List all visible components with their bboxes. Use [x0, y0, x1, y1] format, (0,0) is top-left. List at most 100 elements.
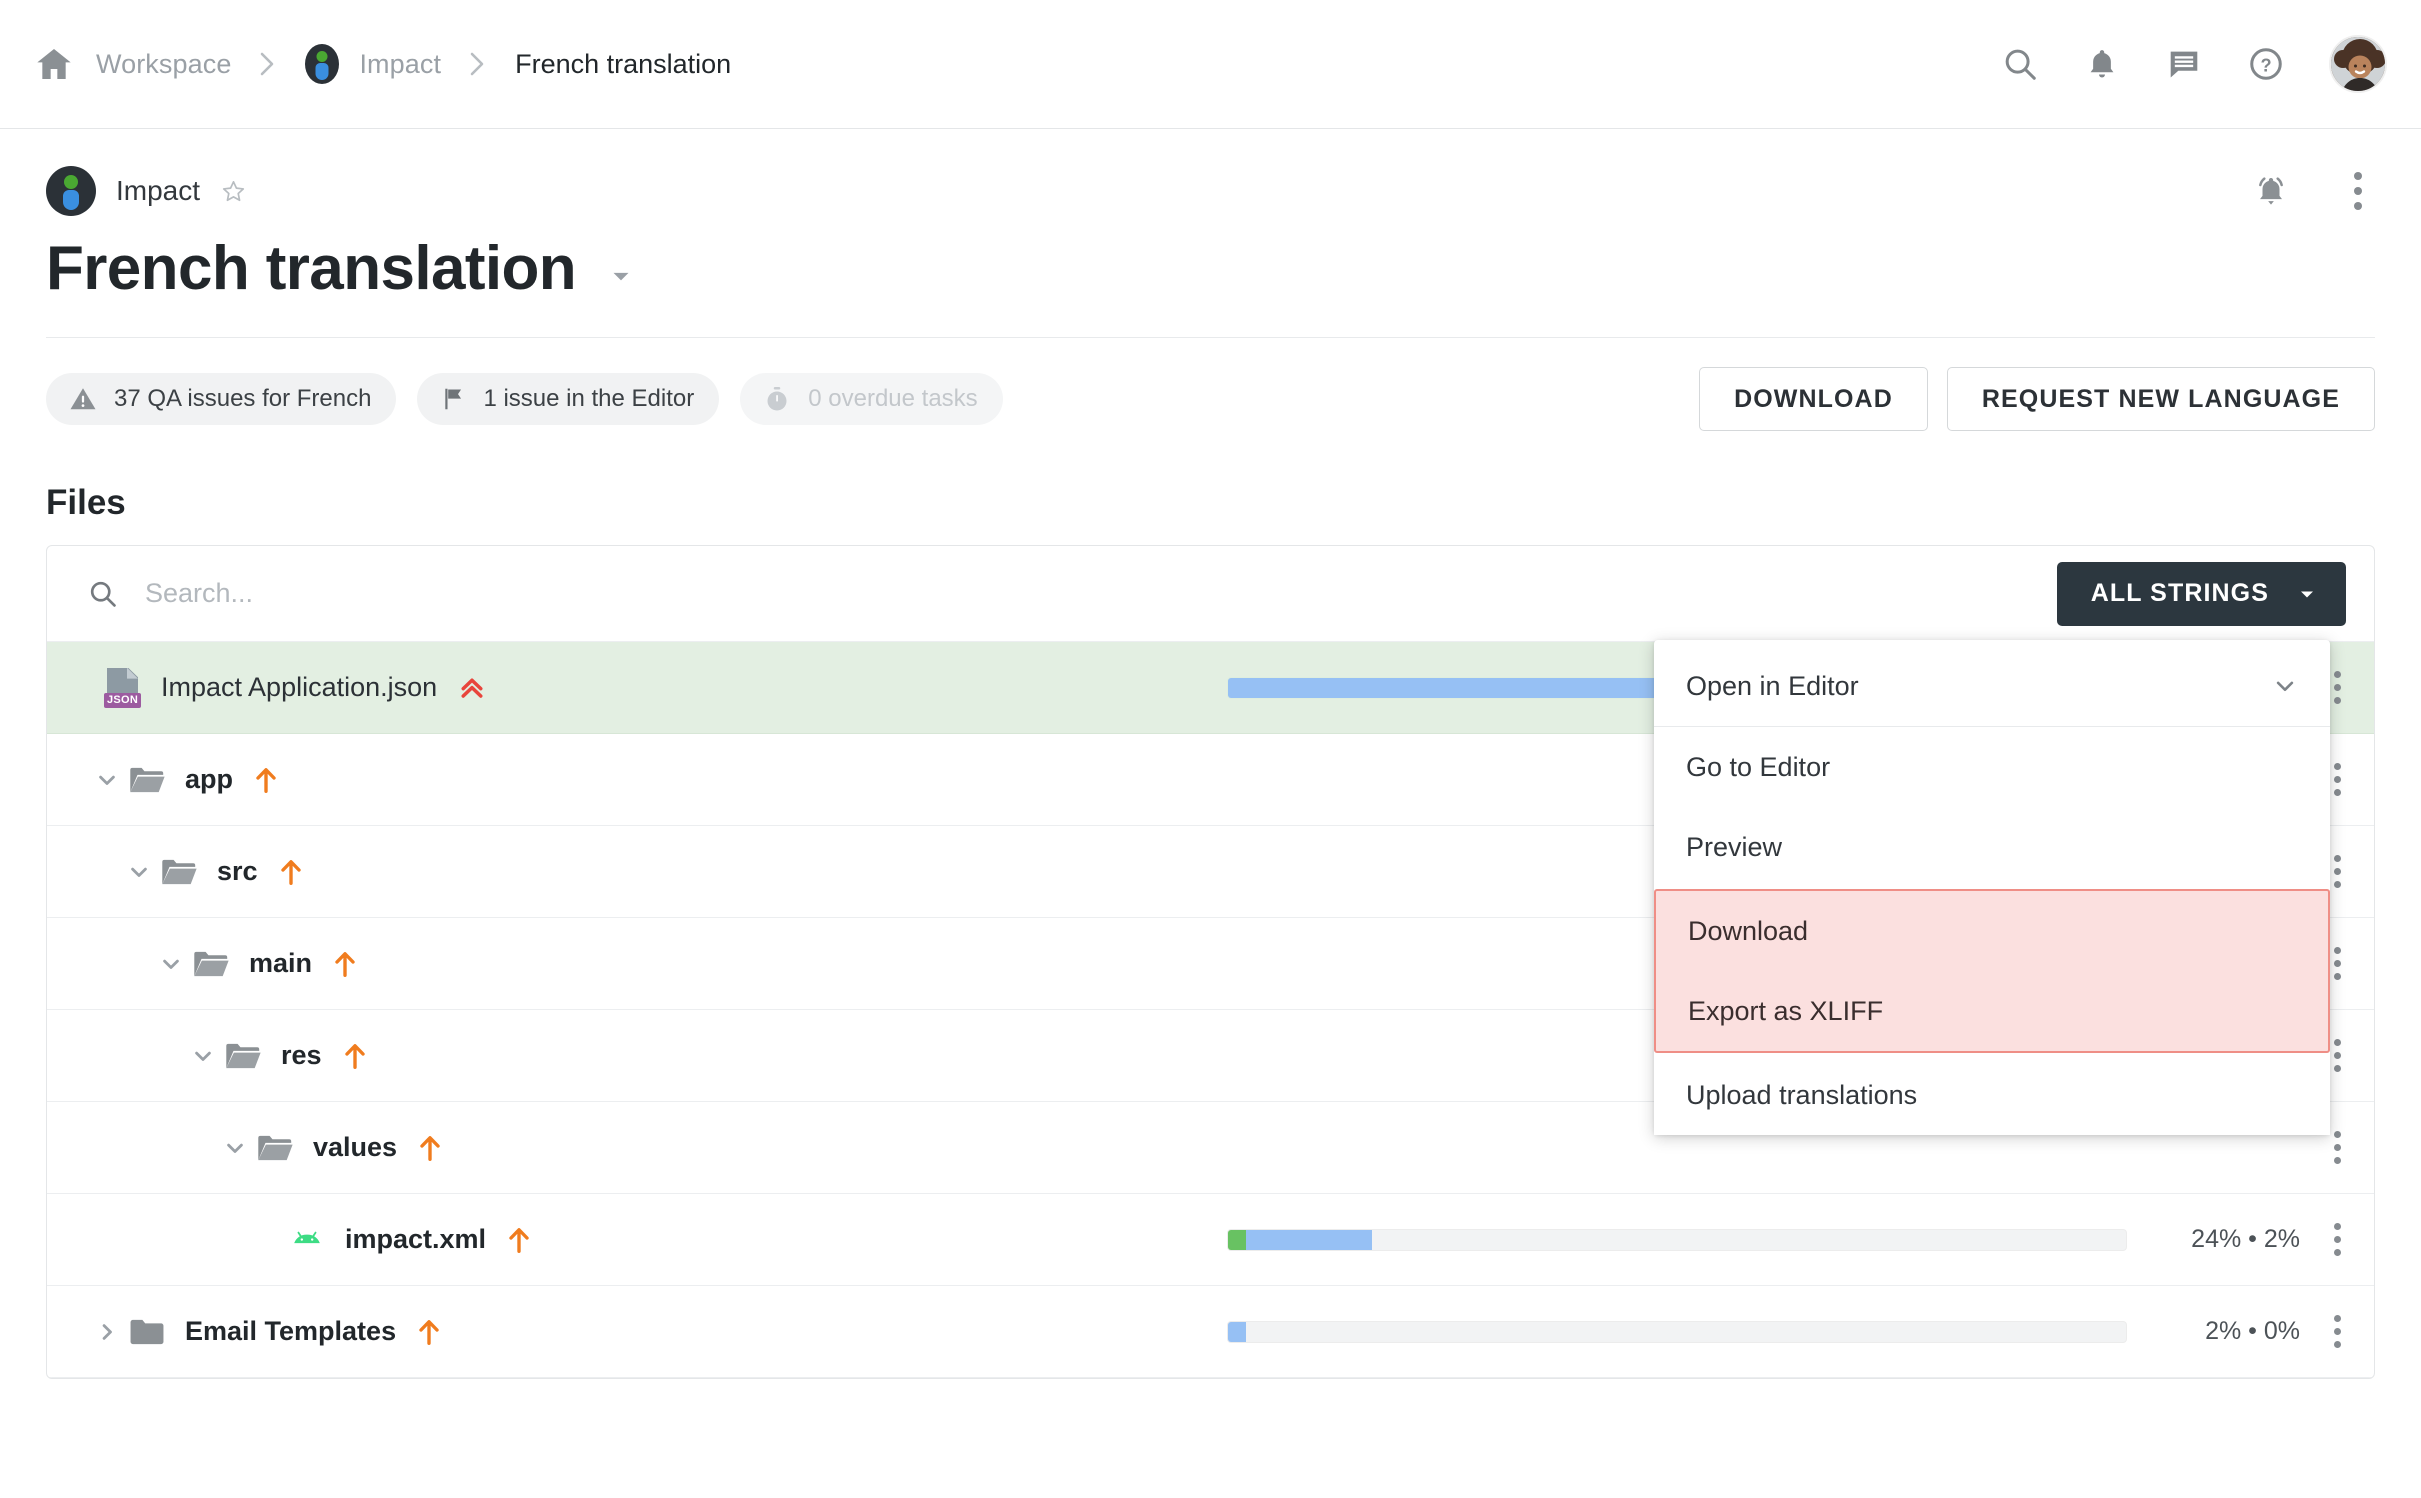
avatar-image — [2331, 37, 2385, 91]
chevron-down-icon[interactable] — [119, 852, 159, 892]
table-row[interactable]: impact.xml 24% • 2% — [47, 1194, 2374, 1287]
row-more-icon[interactable] — [2322, 1223, 2352, 1257]
menu-item-preview[interactable]: Preview — [1654, 807, 2330, 888]
breadcrumb-item-impact[interactable]: Impact — [359, 48, 442, 79]
download-button[interactable]: DOWNLOAD — [1699, 367, 1928, 432]
folder-name-label: main — [249, 948, 313, 979]
status-badge-editor-issues-label: 1 issue in the Editor — [483, 385, 695, 413]
status-and-actions-row: 37 QA issues for French 1 issue in the E… — [46, 367, 2375, 432]
star-outline-icon[interactable] — [220, 178, 247, 205]
menu-item-open-in-editor-label: Open in Editor — [1686, 670, 1859, 701]
avatar[interactable] — [2329, 35, 2387, 93]
alarm-bell-icon[interactable] — [2251, 171, 2291, 211]
search-icon — [90, 581, 116, 607]
row-more-icon[interactable] — [2322, 1315, 2352, 1349]
row-more-icon[interactable] — [2322, 763, 2352, 797]
table-row[interactable]: Email Templates 2% • 0% — [47, 1286, 2374, 1379]
header-divider — [46, 337, 2375, 339]
row-more-icon[interactable] — [2322, 1039, 2352, 1073]
search-icon[interactable] — [2001, 45, 2039, 83]
folder-closed-icon — [127, 1312, 167, 1352]
arrow-up-icon — [416, 1317, 442, 1347]
row-more-icon[interactable] — [2322, 671, 2352, 705]
chevron-down-icon[interactable] — [183, 1036, 223, 1076]
chevron-down-icon[interactable] — [215, 1128, 255, 1168]
double-chevron-up-icon — [457, 673, 487, 703]
menu-divider — [1654, 726, 2330, 728]
page-title: French translation — [46, 234, 577, 303]
flag-icon — [445, 388, 462, 410]
file-name-label: Impact Application.json — [161, 672, 438, 703]
table-row[interactable]: values — [47, 1102, 2374, 1195]
page-title-row: French translation — [46, 236, 2375, 301]
progress-bar — [1227, 1320, 2127, 1343]
menu-item-export-as-xliff[interactable]: Export as XLIFF — [1656, 971, 2328, 1051]
menu-item-download-label: Download — [1688, 915, 1809, 946]
folder-name-label: app — [185, 764, 234, 795]
all-strings-filter-button[interactable]: ALL STRINGS — [2056, 561, 2346, 626]
folder-open-icon — [159, 852, 199, 892]
menu-item-upload-translations[interactable]: Upload translations — [1654, 1055, 2330, 1136]
arrow-up-icon — [417, 1133, 443, 1163]
more-vertical-icon[interactable] — [2341, 172, 2375, 210]
folder-open-icon — [191, 944, 231, 984]
table-row[interactable]: src — [47, 826, 2374, 919]
file-name-cell: impact.xml — [47, 1220, 1227, 1260]
menu-item-preview-label: Preview — [1686, 831, 1783, 862]
folder-name-label: Email Templates — [185, 1316, 397, 1347]
notifications-bell-icon[interactable] — [2083, 45, 2121, 83]
project-avatar-icon — [305, 44, 340, 84]
android-icon — [287, 1220, 327, 1260]
file-name-cell: main — [47, 944, 1227, 984]
menu-item-download[interactable]: Download — [1656, 891, 2328, 971]
progress-cell — [1227, 1320, 2147, 1343]
breadcrumb: Workspace Impact French translation — [34, 44, 2001, 84]
breadcrumb-separator-icon — [257, 51, 279, 77]
row-more-icon[interactable] — [2322, 1131, 2352, 1165]
status-badge-overdue-tasks[interactable]: 0 overdue tasks — [740, 373, 1003, 426]
breadcrumb-item-current: French translation — [515, 48, 732, 79]
status-badge-overdue-tasks-label: 0 overdue tasks — [808, 385, 978, 413]
page-body: Impact French translation — [0, 129, 2421, 1380]
menu-item-go-to-editor[interactable]: Go to Editor — [1654, 727, 2330, 808]
row-more-icon[interactable] — [2322, 947, 2352, 981]
chevron-down-icon[interactable] — [151, 944, 191, 984]
folder-name-label: values — [313, 1132, 398, 1163]
chevron-right-icon[interactable] — [87, 1312, 127, 1352]
help-icon[interactable]: ? — [2247, 45, 2285, 83]
chevron-down-icon[interactable] — [2270, 671, 2300, 701]
menu-highlight-group: Download Export as XLIFF — [1654, 889, 2330, 1054]
status-chips: 37 QA issues for French 1 issue in the E… — [46, 373, 1003, 426]
json-badge-label: JSON — [104, 692, 142, 708]
arrow-up-icon — [506, 1225, 532, 1255]
files-card: ALL STRINGS JSON Impact Application.json — [46, 545, 2375, 1380]
project-header-actions — [2251, 171, 2375, 211]
status-badge-qa-issues[interactable]: 37 QA issues for French — [46, 373, 397, 426]
caret-down-icon[interactable] — [606, 261, 636, 291]
home-icon[interactable] — [34, 44, 74, 84]
breadcrumb-separator-icon — [467, 51, 489, 77]
status-badge-qa-issues-label: 37 QA issues for French — [114, 385, 372, 413]
arrow-up-icon — [253, 765, 279, 795]
chevron-down-icon[interactable] — [87, 760, 127, 800]
file-name-cell: Email Templates — [47, 1312, 1227, 1352]
table-row[interactable]: res — [47, 1010, 2374, 1103]
json-file-icon: JSON — [103, 667, 143, 708]
project-name[interactable]: Impact — [116, 175, 201, 206]
file-name-cell: src — [47, 852, 1227, 892]
breadcrumb-item-workspace[interactable]: Workspace — [96, 48, 232, 79]
table-row[interactable]: app — [47, 734, 2374, 827]
status-badge-editor-issues[interactable]: 1 issue in the Editor — [417, 373, 720, 426]
row-more-icon[interactable] — [2322, 855, 2352, 889]
request-new-language-button[interactable]: REQUEST NEW LANGUAGE — [1946, 367, 2375, 432]
arrow-up-icon — [332, 949, 358, 979]
menu-item-open-in-editor[interactable]: Open in Editor — [1654, 646, 2330, 727]
messages-icon[interactable] — [2165, 45, 2203, 83]
files-toolbar: ALL STRINGS — [47, 546, 2374, 643]
all-strings-filter-label: ALL STRINGS — [2090, 579, 2269, 608]
table-row[interactable]: main — [47, 918, 2374, 1011]
project-logo-icon — [46, 166, 96, 216]
folder-name-label: src — [217, 856, 258, 887]
search-input[interactable] — [143, 577, 2057, 611]
topbar-actions: ? — [2001, 35, 2387, 93]
